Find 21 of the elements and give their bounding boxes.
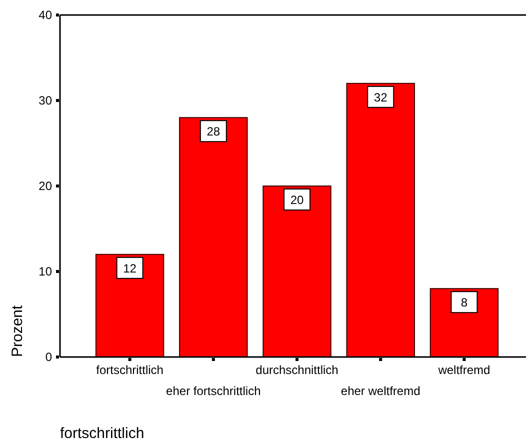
x-tick-label: durchschnittlich	[256, 363, 338, 377]
data-label: 12	[123, 261, 137, 276]
bar	[262, 186, 332, 358]
data-label: 28	[206, 124, 220, 139]
bar	[179, 117, 248, 358]
y-tick-label: 20	[38, 179, 52, 194]
x-tick-label: fortschrittlich	[96, 363, 164, 377]
y-axis-title: Prozent	[9, 304, 26, 357]
y-tick-label: 30	[38, 94, 52, 108]
y-tick-label: 40	[38, 8, 52, 22]
data-label: 8	[460, 296, 468, 310]
bar	[95, 254, 164, 358]
x-tick-label: weltfremd	[437, 363, 490, 377]
x-tick-label: eher fortschrittlich	[166, 384, 261, 398]
data-label: 32	[374, 90, 388, 104]
y-tick-label: 10	[38, 264, 52, 279]
x-tick-label: eher weltfremd	[340, 384, 420, 398]
y-tick-label: 0	[45, 350, 52, 364]
bar	[346, 82, 415, 358]
x-axis-title: fortschrittlich	[60, 425, 144, 442]
data-label: 20	[290, 193, 304, 207]
